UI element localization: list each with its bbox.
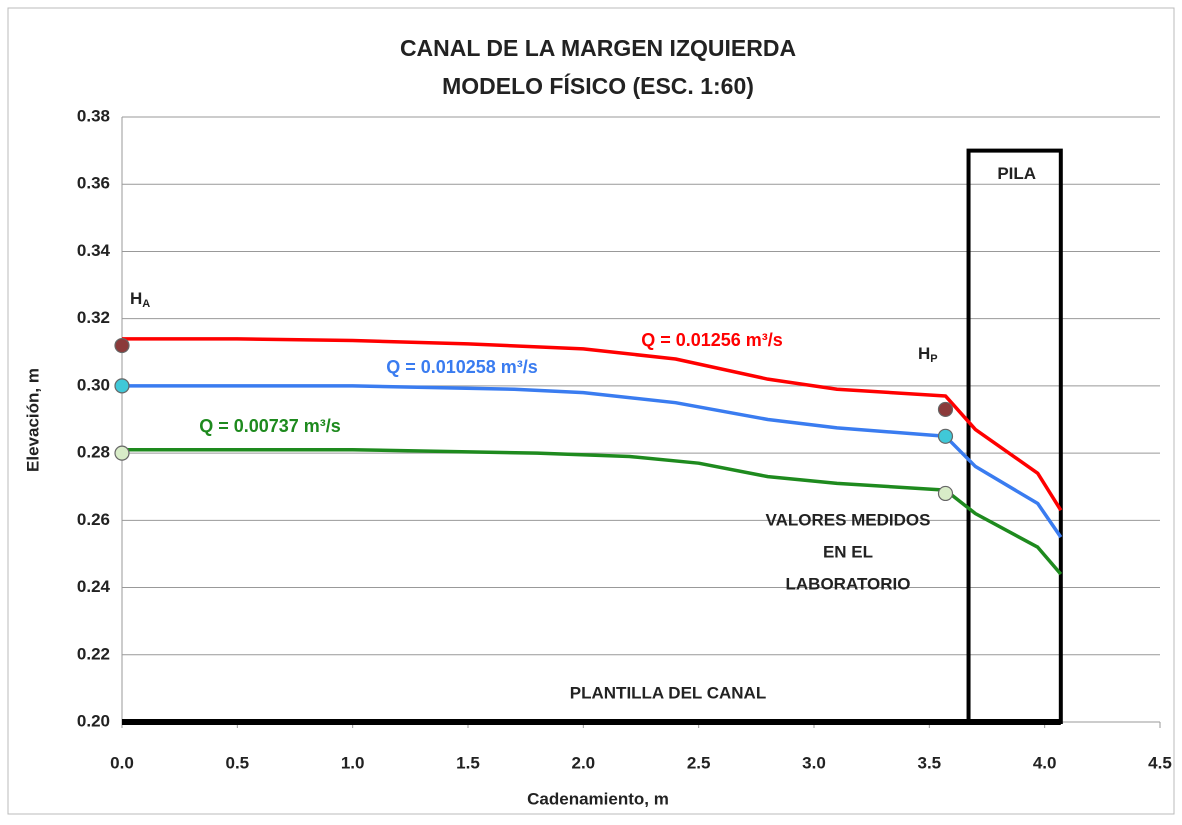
y-tick-label: 0.36	[77, 174, 110, 193]
measured-point	[937, 401, 954, 418]
series-line	[122, 337, 1063, 512]
y-tick-label: 0.26	[77, 510, 110, 529]
x-tick-label: 0.0	[110, 753, 134, 772]
annotation-sub: A	[142, 298, 150, 310]
x-tick-label: 4.0	[1033, 753, 1057, 772]
y-tick-label: 0.22	[77, 644, 110, 663]
measured-point	[937, 428, 954, 444]
series-label: Q = 0.00737 m³/s	[199, 416, 341, 436]
annotation-main: H	[130, 289, 142, 308]
x-tick-label: 4.5	[1148, 753, 1172, 772]
y-tick-label: 0.30	[77, 375, 110, 394]
plantilla-label: PLANTILLA DEL CANAL	[570, 683, 766, 702]
series-line	[122, 448, 1063, 576]
series-line	[122, 384, 1063, 539]
chart-title: MODELO FÍSICO (ESC. 1:60)	[442, 72, 754, 99]
y-tick-label: 0.24	[77, 577, 111, 596]
x-tick-label: 1.5	[456, 753, 480, 772]
measured-label: LABORATORIO	[786, 574, 911, 593]
annotation-main: H	[918, 344, 930, 363]
annotation: HP	[918, 344, 938, 364]
measured-point	[114, 378, 130, 394]
measured-label: VALORES MEDIDOS	[766, 510, 931, 529]
x-tick-label: 3.0	[802, 753, 826, 772]
x-tick-label: 0.5	[226, 753, 250, 772]
y-tick-label: 0.32	[77, 308, 110, 327]
x-tick-label: 1.0	[341, 753, 365, 772]
measured-point	[114, 445, 130, 461]
y-tick-label: 0.28	[77, 443, 110, 462]
series-label: Q = 0.010258 m³/s	[386, 357, 538, 377]
chart-frame	[7, 7, 1175, 815]
annotation-sub: P	[930, 353, 937, 365]
measured-label: EN EL	[823, 542, 873, 561]
x-tick-label: 2.0	[572, 753, 596, 772]
x-tick-label: 3.5	[918, 753, 942, 772]
y-tick-label: 0.20	[77, 711, 110, 730]
y-axis-label: Elevación, m	[23, 368, 42, 472]
measured-point	[937, 485, 954, 502]
chart-title: CANAL DE LA MARGEN IZQUIERDA	[400, 35, 796, 61]
y-tick-label: 0.34	[77, 241, 111, 260]
x-tick-label: 2.5	[687, 753, 711, 772]
x-axis-label: Cadenamiento, m	[527, 789, 669, 808]
measured-point	[114, 337, 130, 354]
annotation: HA	[130, 289, 150, 309]
series-label: Q = 0.01256 m³/s	[641, 330, 783, 350]
pila-label: PILA	[997, 164, 1036, 183]
y-tick-label: 0.38	[77, 106, 110, 125]
